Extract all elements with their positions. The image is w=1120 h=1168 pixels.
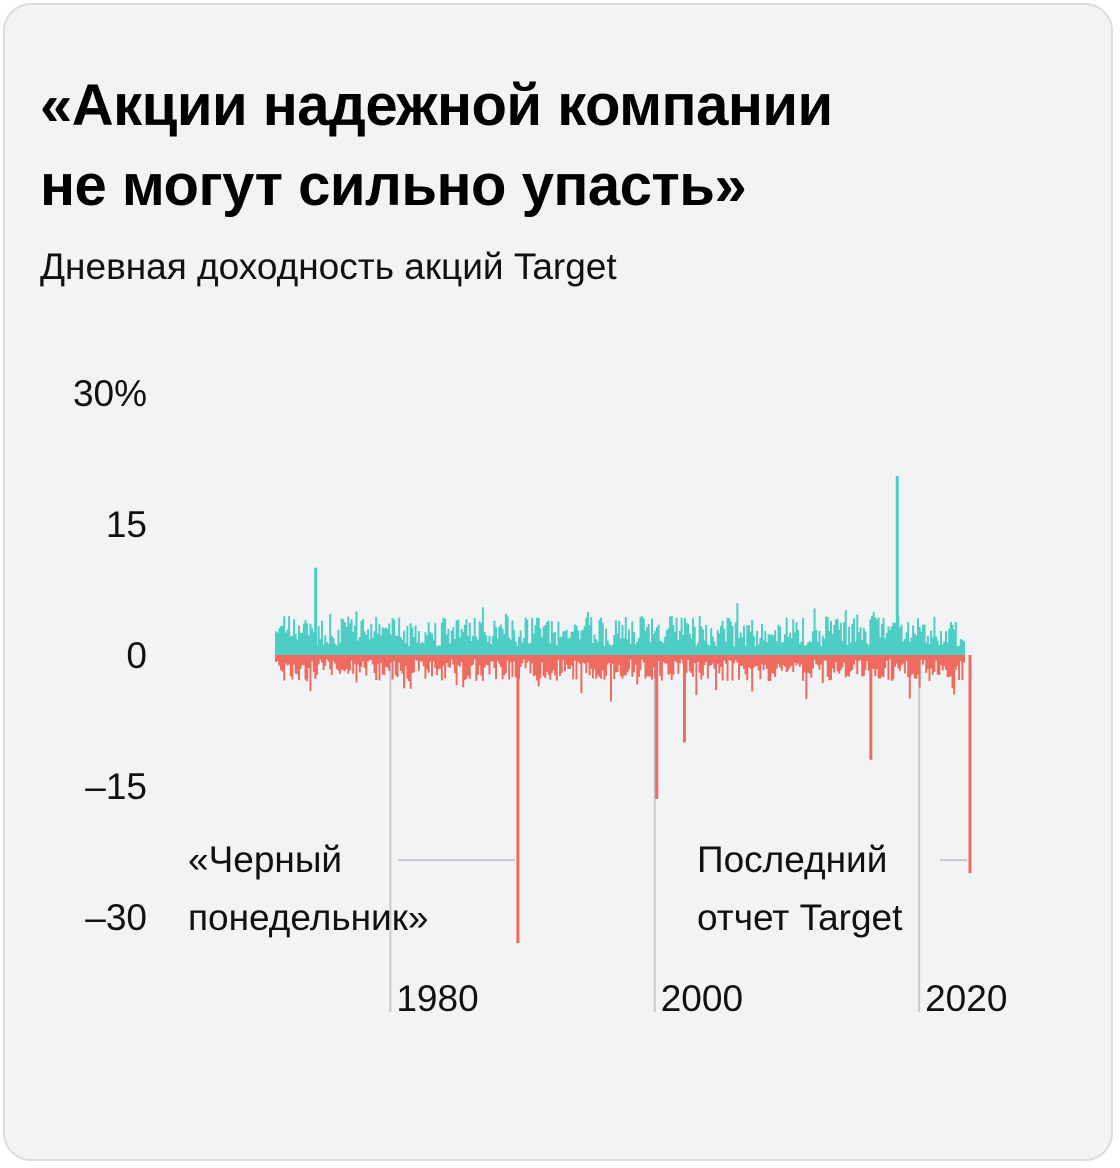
title-line-2: не могут сильно упасть»	[40, 153, 747, 218]
x-tick-label: 2020	[925, 978, 1007, 1019]
chart-card	[3, 3, 1113, 1161]
annotation-black-monday-line2: понедельник»	[188, 897, 428, 938]
y-tick-label: –15	[85, 766, 147, 807]
return-bars	[275, 476, 972, 944]
annotations: «Черный понедельник» Последний отчет Target	[188, 839, 967, 938]
title-line-1: «Акции надежной компании	[40, 73, 833, 138]
x-axis-labels: 1980 2000 2020	[396, 978, 1007, 1019]
annotation-last-report-line2: отчет Target	[697, 897, 903, 938]
y-tick-label: 0	[126, 635, 147, 676]
y-tick-label: –30	[85, 897, 147, 938]
annotation-black-monday-line1: «Черный	[188, 839, 342, 880]
y-tick-label: 30%	[73, 373, 147, 414]
chart-subtitle: Дневная доходность акций Target	[40, 246, 617, 287]
annotation-last-report-line1: Последний	[697, 839, 887, 880]
y-tick-label: 15	[106, 504, 147, 545]
y-axis-labels: 30% 15 0 –15 –30	[73, 373, 147, 938]
x-tick-label: 1980	[396, 978, 478, 1019]
x-tick-label: 2000	[661, 978, 743, 1019]
x-guide-lines	[389, 660, 921, 1012]
page-title: «Акции надежной компании не могут сильно…	[40, 66, 1040, 226]
